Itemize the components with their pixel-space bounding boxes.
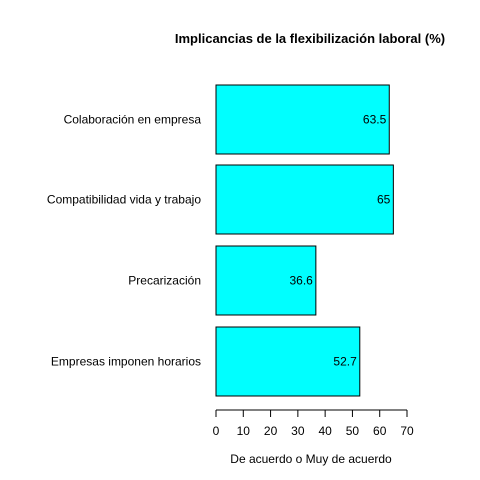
- value-label-1: 65: [377, 193, 391, 207]
- category-label-1: Compatibilidad vida y trabajo: [47, 193, 201, 207]
- value-label-2: 36.6: [290, 274, 314, 288]
- bar-3: [215, 326, 361, 397]
- x-tick-label-1: 10: [237, 424, 251, 438]
- bars-layer: 63.5 Colaboración en empresa 65 Compatibili…: [47, 84, 394, 397]
- x-tick-label-4: 40: [318, 424, 332, 438]
- category-label-0: Colaboración en empresa: [64, 113, 202, 127]
- x-tick-label-5: 50: [346, 424, 360, 438]
- x-tick-label-7: 70: [400, 424, 414, 438]
- chart-title: Implicancias de la flexibilización labor…: [175, 31, 445, 46]
- bar-0: [215, 84, 390, 155]
- category-label-3: Empresas imponen horarios: [51, 355, 201, 369]
- x-axis-label: De acuerdo o Muy de acuerdo: [230, 452, 392, 466]
- value-label-3: 52.7: [333, 355, 357, 369]
- x-tick-label-0: 0: [213, 424, 220, 438]
- x-tick-label-3: 30: [291, 424, 305, 438]
- bar-1: [215, 164, 394, 235]
- value-label-0: 63.5: [363, 113, 387, 127]
- x-tick-label-2: 20: [264, 424, 278, 438]
- bar-2: [215, 245, 317, 316]
- category-label-2: Precarización: [128, 274, 201, 288]
- x-tick-label-6: 60: [373, 424, 387, 438]
- x-axis: 0 10 20 30 40 50 60 70: [213, 409, 414, 438]
